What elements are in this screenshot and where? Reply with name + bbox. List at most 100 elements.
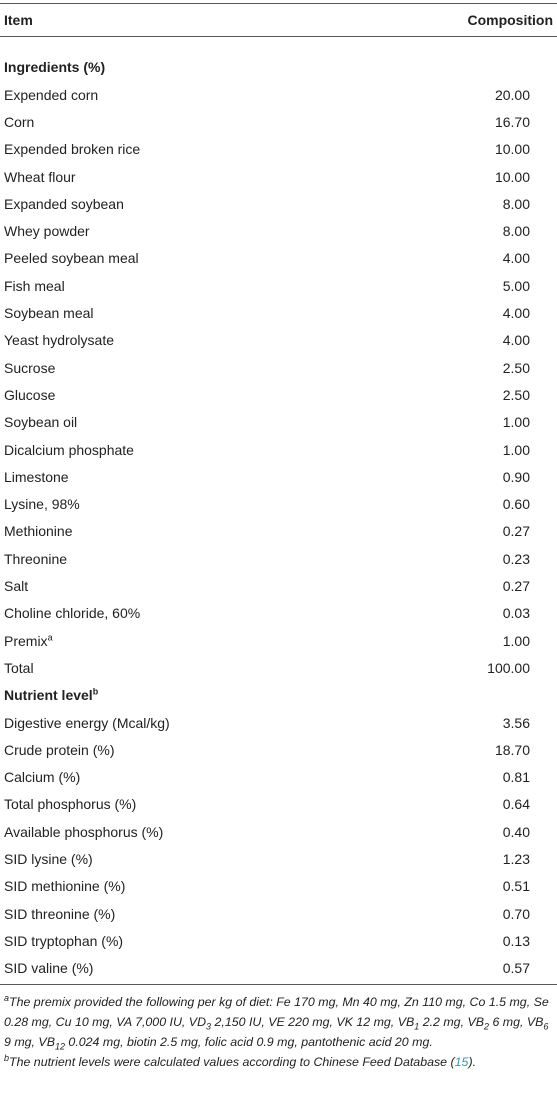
composition-value: 100.00 <box>487 659 530 676</box>
item-cell: Available phosphorus (%) <box>4 819 163 846</box>
item: Lysine, 98% <box>4 496 80 513</box>
item-cell: Wheat flour <box>4 164 76 191</box>
composition-value: 0.70 <box>502 905 530 922</box>
item: Methionine <box>4 523 73 540</box>
item: Total <box>4 659 34 676</box>
item-cell: Soybean meal <box>4 300 94 327</box>
item-cell: Threonine <box>4 546 67 573</box>
item-cell: Soybean oil <box>4 409 77 436</box>
footnote-text: 6 <box>543 1021 549 1032</box>
header-composition: Composition <box>467 12 553 28</box>
item-cell: SID threonine (%) <box>4 901 115 928</box>
item-cell: Digestive energy (Mcal/kg) <box>4 710 170 737</box>
item-cell: Total <box>4 655 34 682</box>
item: Corn <box>4 113 35 130</box>
item-cell: SID methionine (%) <box>4 873 125 900</box>
composition-value: 0.27 <box>502 578 530 595</box>
composition-value: 4.00 <box>502 250 530 267</box>
composition-value: 10.00 <box>494 141 530 158</box>
composition-value: 0.64 <box>502 796 530 813</box>
item: Threonine <box>4 550 68 567</box>
item: Expanded soybean <box>4 195 124 212</box>
composition-value: 18.70 <box>494 741 530 758</box>
item: SID methionine (%) <box>4 878 126 895</box>
item-cell: Crude protein (%) <box>4 737 115 764</box>
header-item: Item <box>4 12 33 28</box>
section-title: Nutrient level <box>4 687 93 704</box>
item-cell: Limestone <box>4 464 69 491</box>
item: Limestone <box>4 468 69 485</box>
item: SID threonine (%) <box>4 905 116 922</box>
footnote: aThe premix provided the following per k… <box>4 992 553 1052</box>
footnotes: aThe premix provided the following per k… <box>4 992 553 1072</box>
composition-value: 0.81 <box>502 769 530 786</box>
top-rule <box>0 3 557 4</box>
item-cell: Sucrose <box>4 355 55 382</box>
item: Soybean oil <box>4 414 78 431</box>
composition-value: 4.00 <box>502 332 530 349</box>
footnote-text: 6 mg, VB <box>489 1015 544 1029</box>
composition-value: 2.50 <box>502 359 530 376</box>
composition-value: 0.23 <box>502 550 530 567</box>
composition-value: 8.00 <box>502 223 530 240</box>
composition-value: 5.00 <box>502 277 530 294</box>
item-cell: Whey powder <box>4 218 90 245</box>
item-cell: SID valine (%) <box>4 955 93 982</box>
item-cell: Expended broken rice <box>4 136 140 163</box>
composition-value: 2.50 <box>502 386 530 403</box>
item: Premix <box>4 632 48 649</box>
item: Glucose <box>4 386 56 403</box>
footnote-marker: a <box>4 992 10 1003</box>
item: Peeled soybean meal <box>4 250 139 267</box>
footnote-text: 2.2 mg, VB <box>419 1015 484 1029</box>
item: Soybean meal <box>4 305 94 322</box>
composition-value: 1.00 <box>502 441 530 458</box>
item-cell: Methionine <box>4 518 73 545</box>
composition-value: 16.70 <box>494 113 530 130</box>
composition-value: 1.00 <box>502 632 530 649</box>
item: Choline chloride, 60% <box>4 605 141 622</box>
item-cell: Salt <box>4 573 28 600</box>
item: SID lysine (%) <box>4 851 93 868</box>
item-cell: Total phosphorus (%) <box>4 791 136 818</box>
item-cell: Lysine, 98% <box>4 491 80 518</box>
section-note-marker: b <box>92 686 99 697</box>
item-cell: Corn <box>4 109 34 136</box>
footnote-text: 9 mg, VB <box>4 1035 55 1049</box>
item: Expended broken rice <box>4 141 141 158</box>
composition-value: 20.00 <box>494 86 530 103</box>
section-title-cell: Nutrient levelb <box>4 682 98 709</box>
item: Digestive energy (Mcal/kg) <box>4 714 170 731</box>
composition-value: 0.90 <box>502 468 530 485</box>
composition-value: 0.60 <box>502 496 530 513</box>
composition-value: 0.13 <box>502 932 530 949</box>
item-cell: Choline chloride, 60% <box>4 600 140 627</box>
item: Calcium (%) <box>4 769 81 786</box>
footnote-text: 15 <box>454 1055 469 1069</box>
item-cell: SID lysine (%) <box>4 846 93 873</box>
composition-value: 0.57 <box>502 960 530 977</box>
footnote-text: 0.024 mg, biotin 2.5 mg, folic acid 0.9 … <box>64 1035 433 1049</box>
item: Wheat flour <box>4 168 76 185</box>
item: Available phosphorus (%) <box>4 823 164 840</box>
section-title: Ingredients (%) <box>4 59 106 76</box>
footnote-text: 2 <box>484 1021 490 1032</box>
item: Dicalcium phosphate <box>4 441 134 458</box>
footnote-text: 3 <box>206 1021 212 1032</box>
composition-value: 10.00 <box>494 168 530 185</box>
item: Whey powder <box>4 223 90 240</box>
item: Fish meal <box>4 277 65 294</box>
item-cell: Fish meal <box>4 273 65 300</box>
item-note-marker: a <box>47 631 53 642</box>
item-cell: Glucose <box>4 382 55 409</box>
footnote-text: The nutrient levels were calculated valu… <box>9 1055 455 1069</box>
item: SID tryptophan (%) <box>4 932 124 949</box>
composition-value: 0.27 <box>502 523 530 540</box>
composition-value: 3.56 <box>502 714 530 731</box>
item-cell: Yeast hydrolysate <box>4 327 114 354</box>
footnote-text: 2,150 IU, VE 220 mg, VK 12 mg, VB <box>211 1015 415 1029</box>
item-cell: Premixa <box>4 628 53 655</box>
footnote-marker: b <box>4 1052 10 1063</box>
footnote-text: ). <box>468 1055 477 1069</box>
